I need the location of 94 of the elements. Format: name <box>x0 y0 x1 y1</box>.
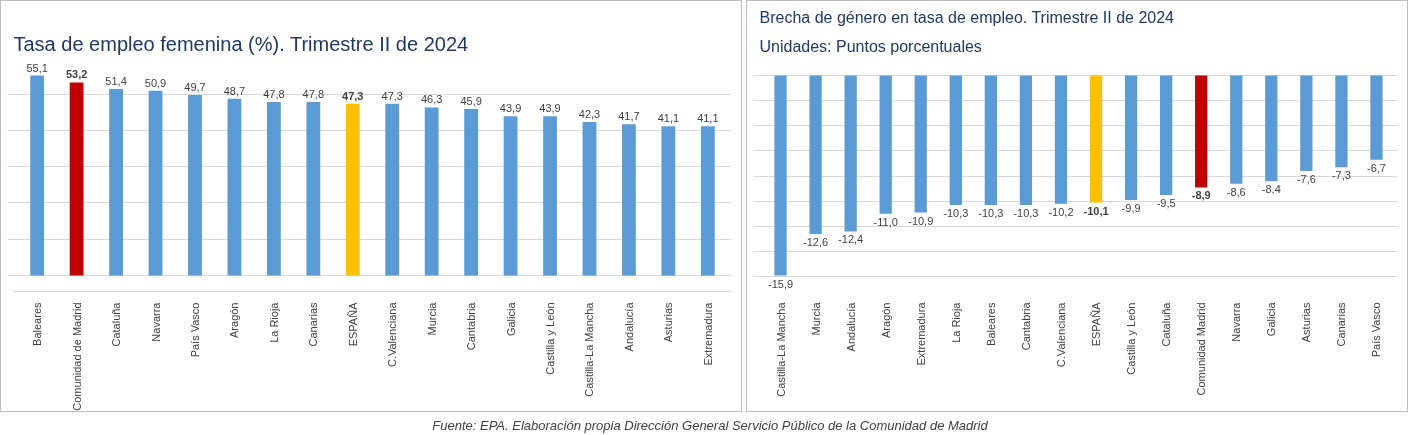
x-tick-label: Cantabria <box>465 301 478 351</box>
x-tick-label: Murcia <box>809 301 822 336</box>
bar <box>109 88 123 276</box>
x-tick-label: Extremadura <box>701 301 714 366</box>
data-label: -9,5 <box>1156 197 1176 209</box>
x-tick-label: Navarra <box>1230 301 1243 342</box>
data-label: 43,9 <box>499 102 522 115</box>
data-label: -9,9 <box>1121 202 1141 215</box>
x-tick-label: ESPAÑA <box>346 301 359 347</box>
x-tick-label: Andalucía <box>622 301 635 352</box>
x-tick-label: Castilla y León <box>544 302 557 375</box>
chart-title: Brecha de género en tasa de empleo. Trimestre II de 2024 <box>759 8 1175 26</box>
bar <box>30 75 45 276</box>
bar <box>424 107 439 276</box>
x-tick-label: Cataluña <box>1160 301 1173 347</box>
data-label: 50,9 <box>144 76 167 89</box>
data-label: -8,6 <box>1226 185 1246 198</box>
data-label: 47,8 <box>263 88 285 100</box>
x-tick-label: Andalucía <box>844 301 857 352</box>
bar <box>622 124 636 276</box>
x-tick-label: Cantabria <box>1019 301 1032 351</box>
x-tick-label: Castilla-La Mancha <box>774 301 787 397</box>
bar <box>661 126 676 276</box>
x-tick-label: Canarias <box>1335 302 1348 347</box>
source-note: Fuente: EPA. Elaboración propia Dirección General Servicio Público de la Comunidad de Madrid <box>432 417 988 435</box>
data-label: 41,1 <box>697 112 719 125</box>
data-label: -12,4 <box>838 233 864 246</box>
data-label: 53,2 <box>65 68 88 81</box>
data-label: -6,7 <box>1366 161 1386 174</box>
x-tick-label: Cataluña <box>110 301 123 347</box>
data-label: -7,3 <box>1331 169 1351 182</box>
data-label: 45,9 <box>460 94 482 107</box>
x-tick-label: Comunidad de Madrid <box>70 302 83 411</box>
data-label: -10,1 <box>1083 204 1109 217</box>
x-tick-label: Murcia <box>425 301 438 336</box>
x-tick-label: C.Valenciana <box>1054 301 1067 368</box>
data-label: -10,3 <box>943 207 969 220</box>
data-label: -10,9 <box>908 214 934 227</box>
data-label: -10,3 <box>1013 207 1039 220</box>
x-tick-label: País Vasco <box>1370 302 1383 358</box>
data-label: 41,7 <box>618 110 640 123</box>
bar <box>69 82 84 276</box>
bar <box>503 116 518 276</box>
x-tick-label: La Rioja <box>267 301 280 343</box>
bar <box>188 95 202 276</box>
x-tick-label: Navarra <box>149 301 162 342</box>
bar <box>266 102 281 276</box>
data-label: -7,6 <box>1296 173 1316 186</box>
x-tick-label: País Vasco <box>188 302 201 358</box>
data-label: -8,9 <box>1191 189 1211 202</box>
bar <box>700 126 715 276</box>
x-tick-label: Asturias <box>662 302 675 343</box>
x-tick-label: Castilla-La Mancha <box>583 301 596 397</box>
data-label: -10,3 <box>978 207 1004 220</box>
bar <box>345 103 360 276</box>
x-tick-label: Galicia <box>1265 301 1278 337</box>
chart-subtitle: Unidades: Puntos porcentuales <box>759 37 982 55</box>
data-label: 47,3 <box>342 89 364 102</box>
data-label: 47,3 <box>381 89 403 102</box>
data-label: -10,2 <box>1048 205 1074 218</box>
bar <box>148 90 163 276</box>
bar <box>385 103 400 276</box>
data-label: -8,4 <box>1261 183 1281 196</box>
x-tick-label: ESPAÑA <box>1090 301 1103 347</box>
data-label: 51,4 <box>105 74 127 87</box>
x-tick-label: Canarias <box>307 302 320 347</box>
x-tick-label: Baleares <box>31 302 44 346</box>
x-tick-label: La Rioja <box>949 301 962 343</box>
x-tick-label: Comunidad Madrid <box>1195 302 1208 396</box>
data-label: -11,0 <box>873 215 898 228</box>
x-tick-label: C.Valenciana <box>386 301 399 368</box>
data-label: 48,7 <box>223 84 246 97</box>
data-label: 43,9 <box>539 102 561 115</box>
data-label: 55,1 <box>26 61 48 74</box>
data-label: 47,8 <box>302 88 325 100</box>
x-tick-label: Baleares <box>984 302 997 346</box>
data-label: 46,3 <box>420 93 443 106</box>
x-tick-label: Galicia <box>504 301 517 337</box>
bar <box>543 116 557 276</box>
x-tick-label: Aragón <box>879 302 892 338</box>
x-tick-label: Castilla y León <box>1125 302 1138 375</box>
data-label: 42,3 <box>578 107 601 120</box>
data-label: 49,7 <box>184 81 206 94</box>
bar <box>227 98 242 276</box>
x-tick-label: Extremadura <box>914 301 927 366</box>
x-tick-label: Asturias <box>1300 302 1313 343</box>
bar <box>306 102 321 276</box>
data-label: 41,1 <box>657 112 680 125</box>
data-label: -12,6 <box>803 235 829 248</box>
bar <box>582 121 597 276</box>
bar <box>464 108 479 276</box>
chart-title: Tasa de empleo femenina (%). Trimestre II de 2024 <box>13 32 469 55</box>
data-label: -15,9 <box>768 277 794 290</box>
x-tick-label: Aragón <box>228 302 241 338</box>
